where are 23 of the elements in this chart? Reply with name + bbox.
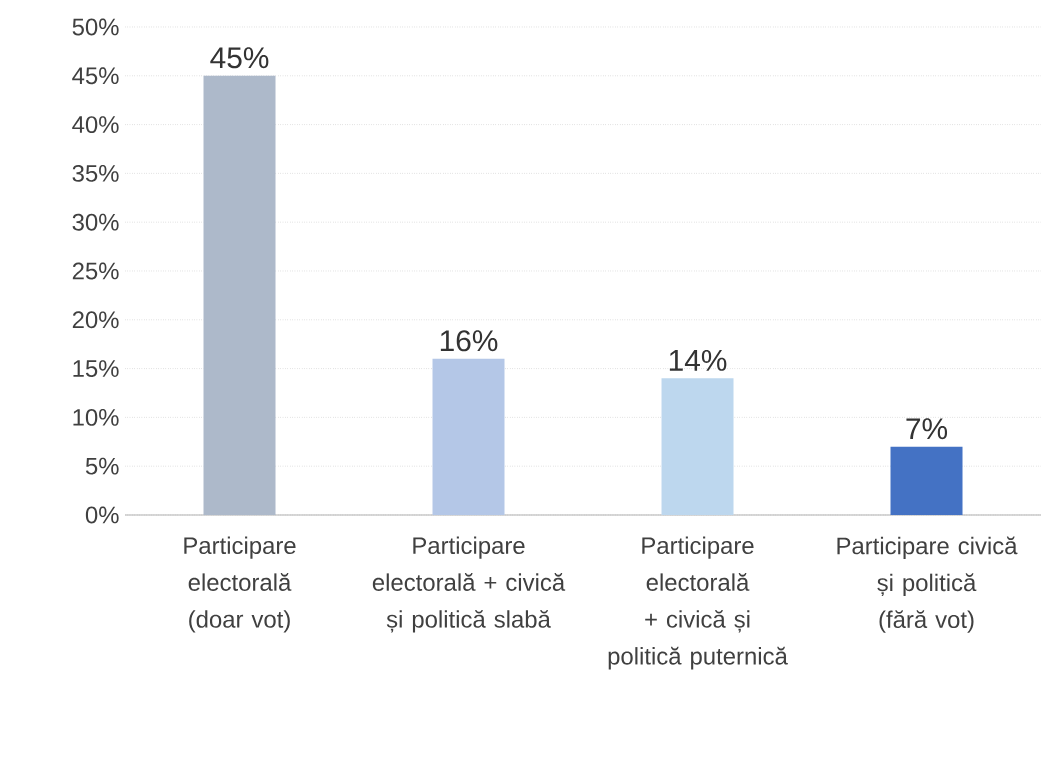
y-tick-label: 35% — [72, 164, 119, 182]
x-tick-label: Participare electorală + civică și politică puternică — [608, 536, 788, 670]
y-tick-label: 20% — [72, 311, 119, 329]
bar — [890, 446, 963, 515]
y-tick-label: 25% — [72, 262, 119, 280]
bar — [432, 358, 505, 515]
data-label: 7% — [906, 418, 948, 440]
bar — [661, 378, 734, 515]
y-tick-label: 0% — [85, 506, 119, 524]
x-tick-label: Participare electorală + civică și politică slabă — [372, 536, 566, 633]
x-tick-label: Participare electorală (doar vot) — [184, 536, 296, 633]
x-tick-label: Participare civică și politică (fără vot) — [837, 536, 1018, 633]
data-label: 45% — [210, 47, 269, 69]
data-label: 14% — [669, 349, 727, 371]
y-tick-label: 45% — [72, 67, 119, 85]
data-label: 16% — [440, 330, 498, 352]
bar — [203, 75, 276, 515]
y-tick-label: 15% — [73, 360, 119, 377]
y-tick-label: 10% — [73, 408, 119, 426]
y-tick-label: 5% — [85, 457, 119, 475]
y-tick-label: 40% — [72, 116, 119, 134]
y-tick-label: 50% — [72, 18, 119, 36]
y-tick-label: 30% — [72, 213, 119, 231]
